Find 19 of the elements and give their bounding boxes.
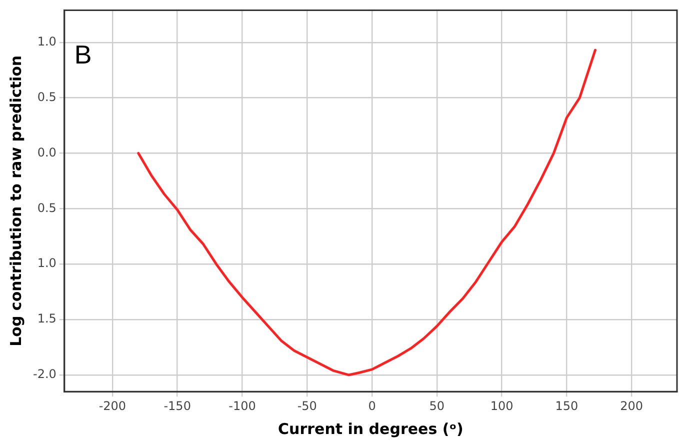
y-tick-label: 0.5 [37, 200, 56, 215]
x-axis-title: Current in degrees (ᵒ) [278, 420, 464, 438]
y-tick-label: 1.5 [37, 312, 56, 326]
x-tick-label: -150 [164, 398, 191, 413]
y-axis-title: Log contribution to raw prediction [6, 55, 25, 346]
x-tick-label: -200 [98, 398, 126, 413]
y-tick-label: 0.5 [37, 90, 56, 104]
x-tick-label: -100 [228, 398, 256, 413]
annotation: B [74, 39, 92, 70]
x-tick-label: 0 [368, 398, 376, 413]
x-tick-label: 150 [555, 398, 578, 413]
x-tick-label: 200 [620, 398, 644, 413]
y-tick-label: 1.0 [37, 34, 56, 48]
y-tick-label: -2.0 [32, 367, 56, 382]
x-tick-label: 50 [429, 398, 445, 413]
x-tick-label: -50 [297, 398, 317, 413]
x-tick-label: 100 [490, 398, 514, 413]
y-tick-label: 0.0 [37, 145, 56, 160]
y-tick-label: 1.0 [37, 256, 56, 270]
